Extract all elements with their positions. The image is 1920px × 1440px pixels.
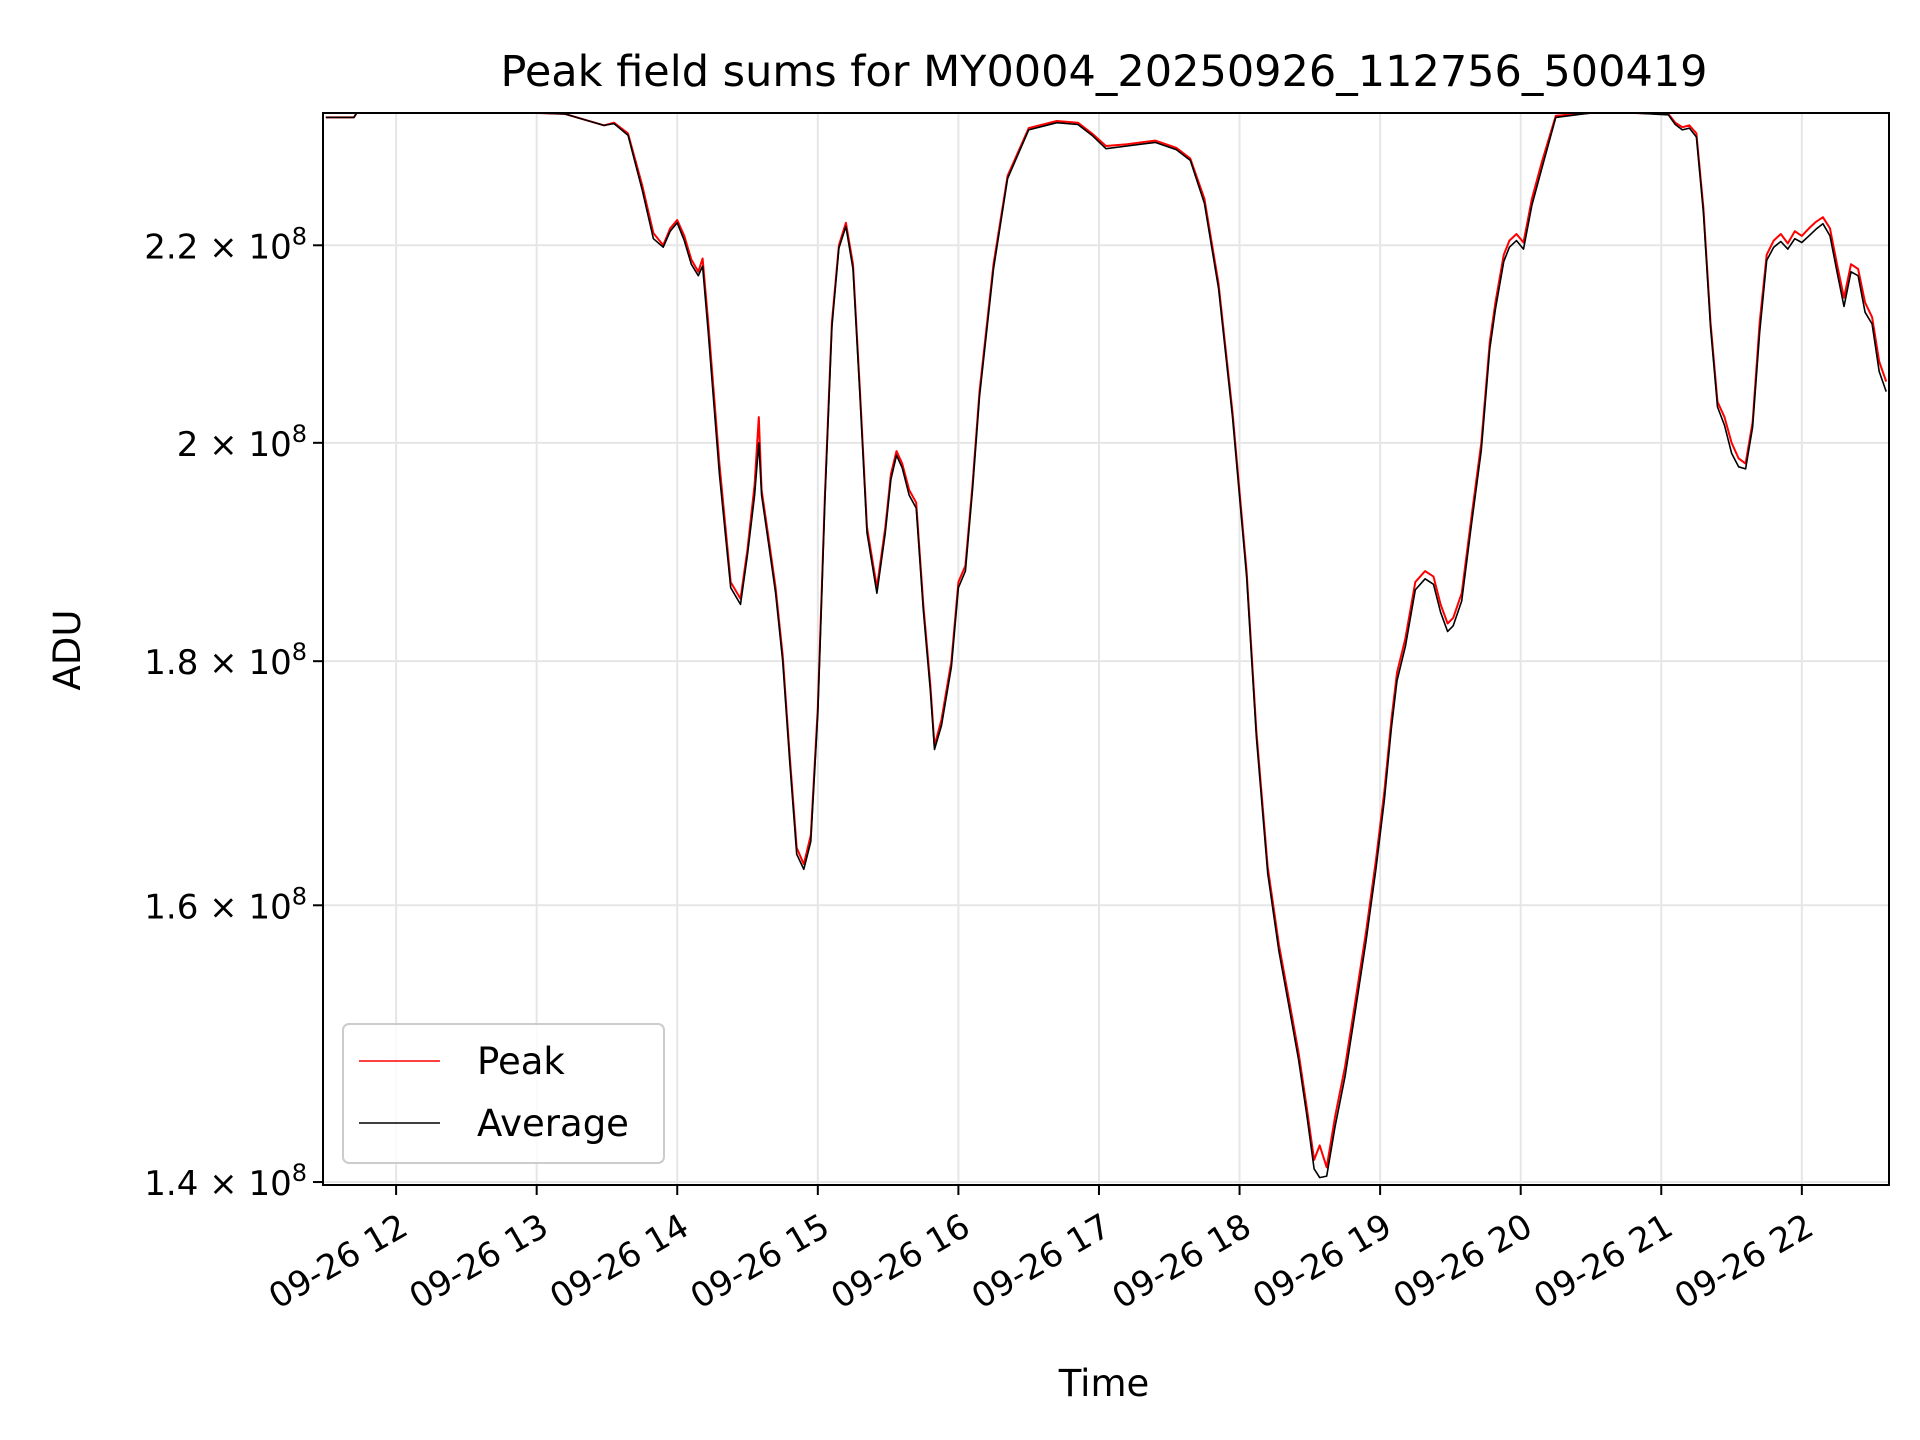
grid	[323, 113, 1889, 1185]
y-tick-exponent: 8	[292, 222, 307, 250]
y-tick-mantissa: 2.2	[144, 227, 198, 267]
y-tick-base: 10	[248, 1164, 291, 1204]
legend-label-average: Average	[477, 1102, 629, 1145]
y-tick-times: ×	[198, 1164, 248, 1204]
y-tick-times: ×	[198, 425, 248, 465]
y-tick-exponent: 8	[292, 1159, 307, 1187]
y-tick-mantissa: 2	[177, 425, 199, 465]
y-tick-exponent: 8	[292, 420, 307, 448]
y-tick-base: 10	[248, 643, 291, 683]
x-axis-label: Time	[1058, 1362, 1150, 1405]
y-tick-mantissa: 1.8	[144, 643, 198, 683]
y-tick-times: ×	[198, 227, 248, 267]
y-tick-base: 10	[248, 227, 291, 267]
y-tick-label: 2 × 108	[177, 420, 307, 465]
y-tick-mantissa: 1.4	[144, 1164, 198, 1204]
y-tick-exponent: 8	[292, 882, 307, 910]
chart-title: Peak field sums for MY0004_20250926_1127…	[500, 47, 1707, 97]
y-tick-times: ×	[198, 643, 248, 683]
y-tick-times: ×	[198, 887, 248, 927]
legend-box	[342, 1023, 665, 1164]
y-tick-label: 1.4 × 108	[144, 1159, 307, 1204]
series-line-average	[325, 113, 1887, 1179]
y-tick-mantissa: 1.6	[144, 887, 198, 927]
y-tick-label: 1.6 × 108	[144, 882, 307, 927]
legend-label-peak: Peak	[477, 1040, 565, 1083]
series-lines	[325, 113, 1888, 1179]
y-tick-exponent: 8	[292, 638, 307, 666]
y-tick-label: 2.2 × 108	[144, 222, 307, 267]
y-tick-label: 1.8 × 108	[144, 638, 307, 683]
legend: Peak Average	[342, 1023, 665, 1164]
plot-frame	[322, 112, 1890, 1186]
y-axis-label: ADU	[46, 610, 89, 691]
y-tick-base: 10	[248, 887, 291, 927]
y-tick-base: 10	[248, 425, 291, 465]
